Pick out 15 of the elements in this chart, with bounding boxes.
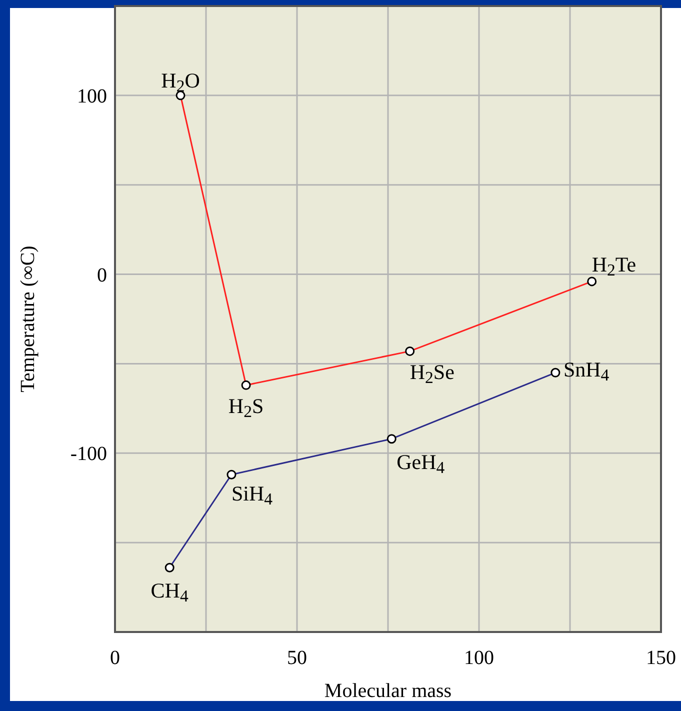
y-axis-title: Temperature (∞C)	[17, 246, 39, 392]
annotation: SiH$_{4}$	[231, 482, 274, 509]
x-tick-label: 100	[464, 647, 494, 669]
x-tick-label: 50	[287, 647, 307, 669]
y-tick-label: 100	[77, 85, 107, 108]
x-tick-label: 150	[646, 647, 676, 669]
y-tick-label: 0	[97, 264, 107, 286]
annotation: H$_{2}$Te	[592, 252, 636, 280]
annotation: GeH$_{4}$	[396, 450, 446, 478]
x-axis-title: Molecular mass	[324, 680, 452, 702]
annotation: CH$_{4}$	[150, 578, 189, 606]
annotation: H$_{2}$S	[228, 394, 264, 422]
y-tick-label: -100	[70, 443, 107, 466]
annotation: SnH$_{4}$	[563, 358, 610, 385]
annotation: H$_{2}$Se	[410, 360, 454, 388]
